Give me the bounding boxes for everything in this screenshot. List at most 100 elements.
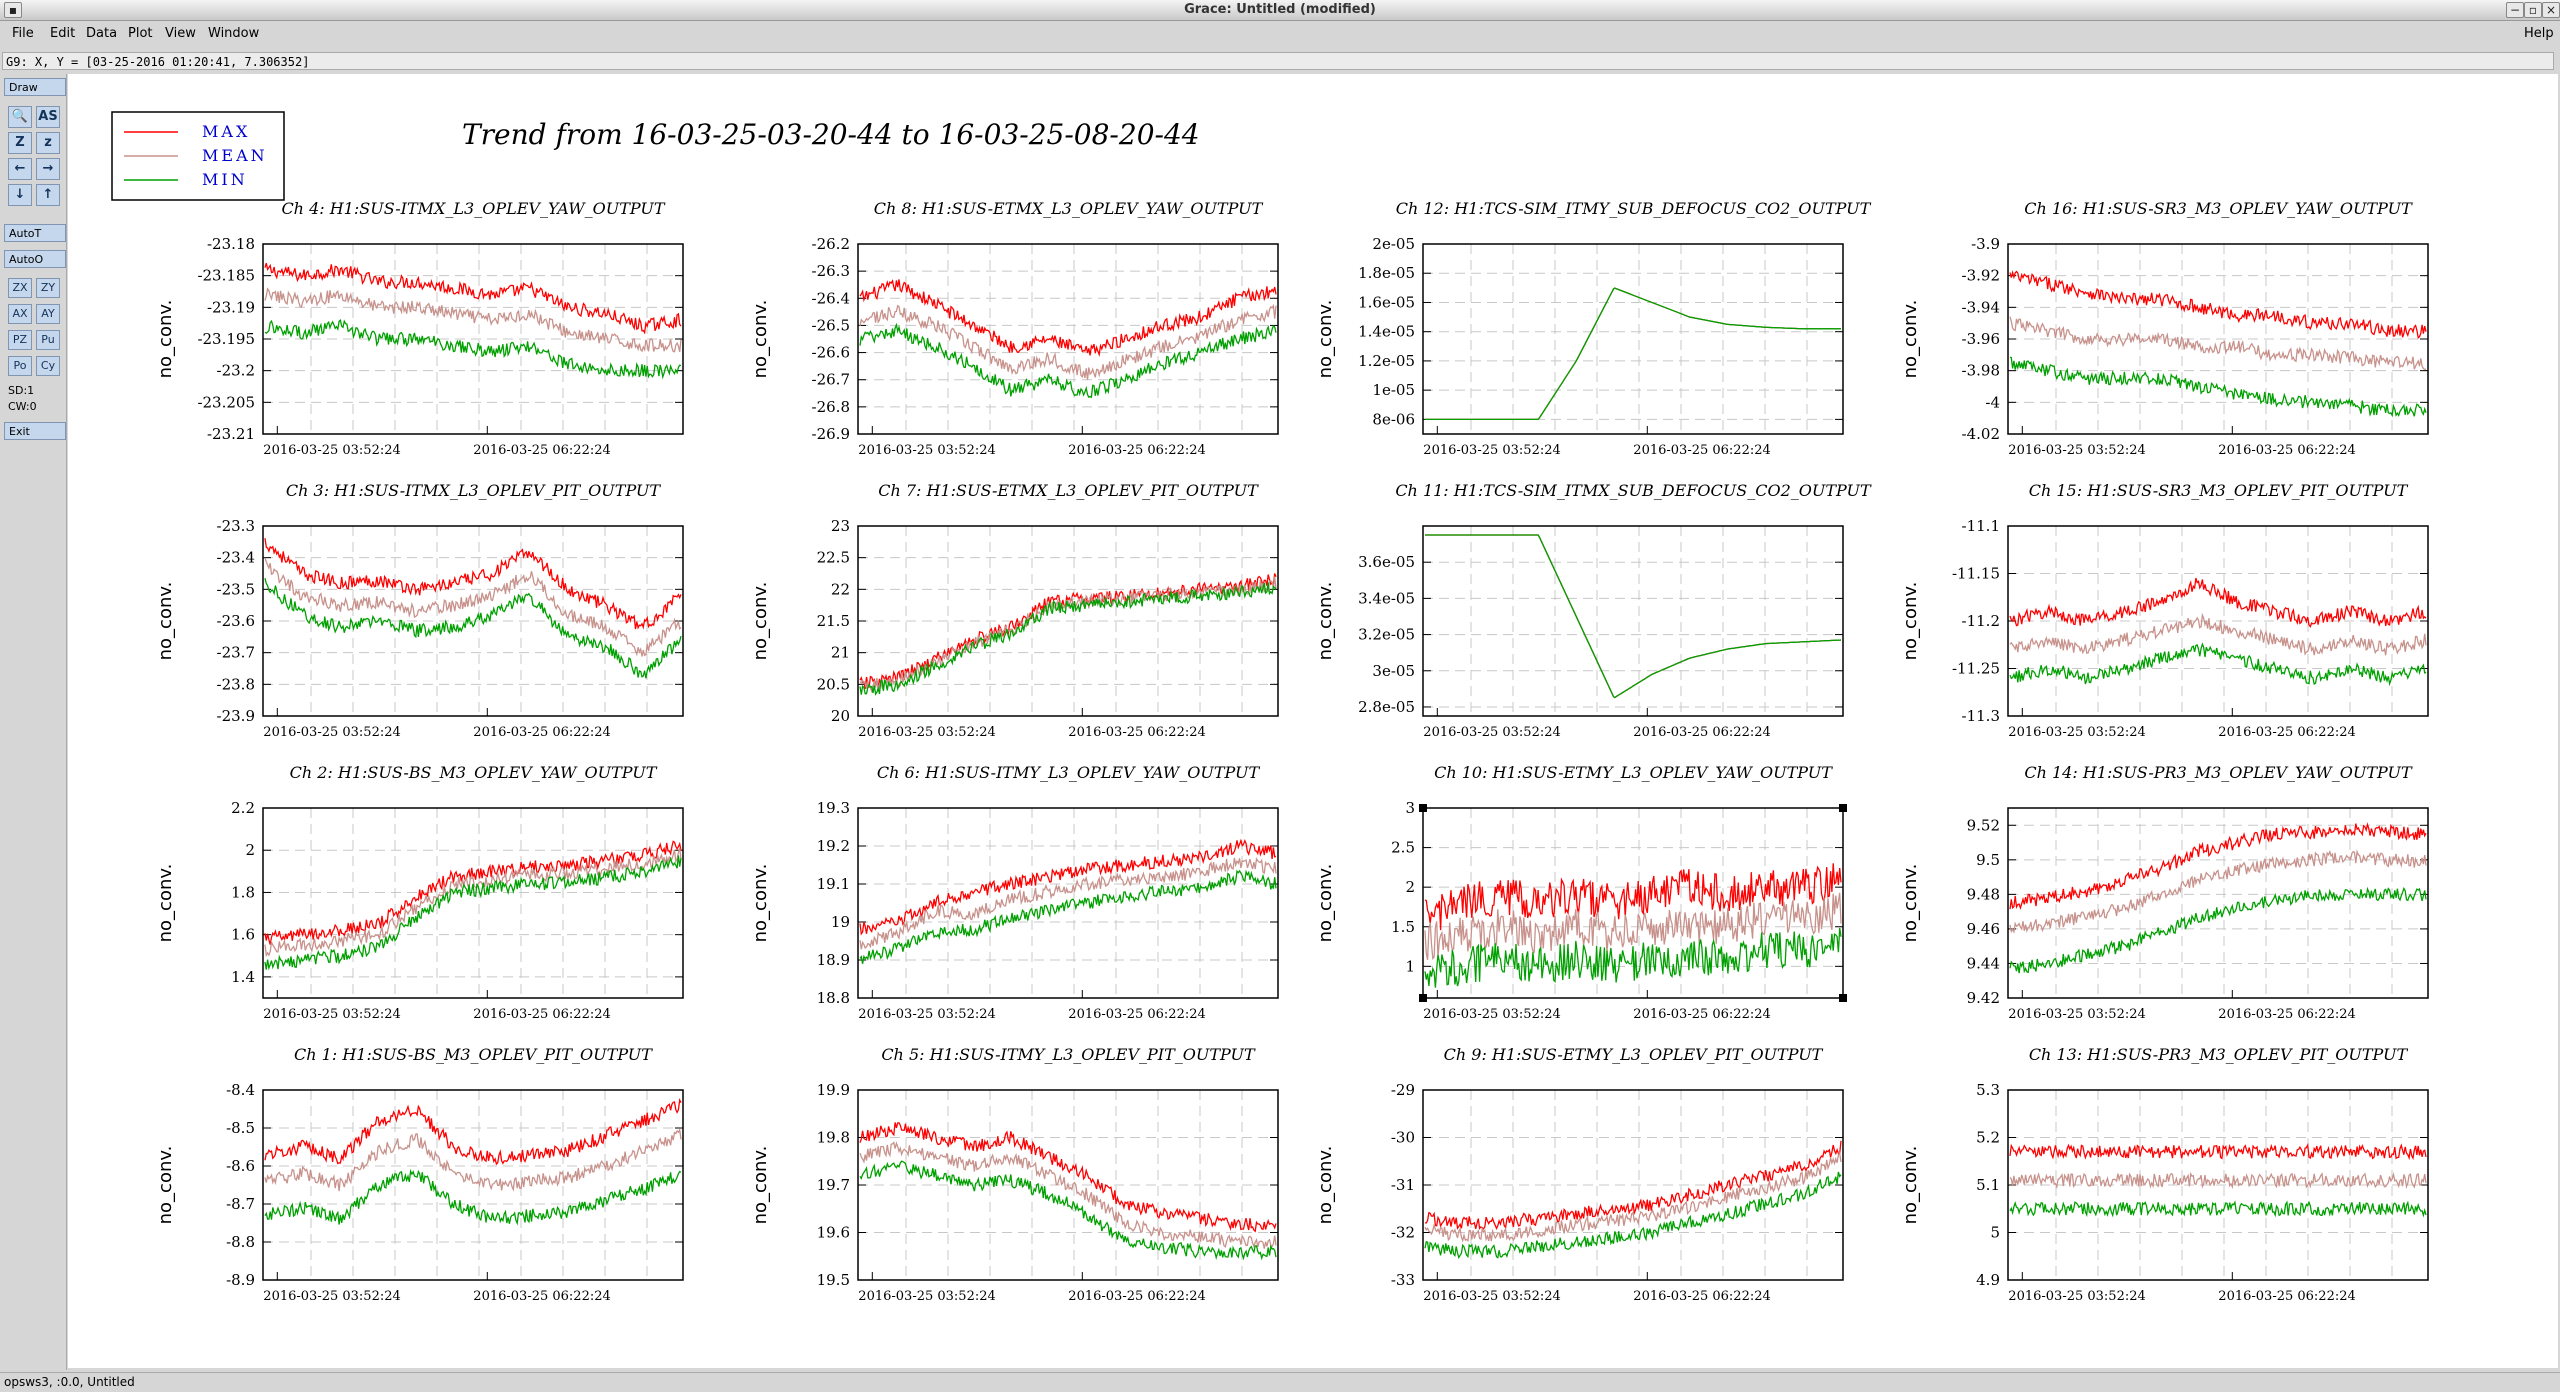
x-tick-label: 2016-03-25 06:22:24 <box>1068 443 1205 458</box>
series-line <box>2009 356 2427 418</box>
series-line <box>2009 1142 2427 1161</box>
y-tick-label: 3 <box>1405 799 1415 817</box>
selection-handle[interactable] <box>1419 994 1427 1002</box>
y-tick-label: -23.185 <box>197 267 255 285</box>
y-tick-label: 19.2 <box>817 837 850 855</box>
chart-panel[interactable]: 2.2 2 1.8 1.6 1.4 2016-03-25 03:52:24 2016-03-… <box>155 763 684 1022</box>
series-line <box>1424 1140 1842 1230</box>
plot-frame <box>2007 525 2429 717</box>
y-tick-label: 5.3 <box>1976 1081 2000 1099</box>
chart-panel[interactable]: 19.9 19.8 19.7 19.6 19.5 2016-03-25 03:52:24 2… <box>750 1045 1279 1304</box>
ay-button[interactable]: AY <box>36 304 60 324</box>
pu-button[interactable]: Pu <box>36 330 60 350</box>
chart-panel[interactable]: -29 -30 -31 -32 -33 2016-03-25 03:52:24 2016-0… <box>1315 1045 1844 1304</box>
y-tick-label: -26.2 <box>812 235 850 253</box>
y-tick-label: -8.8 <box>226 1233 255 1251</box>
y-tick-label: -23.4 <box>217 549 255 567</box>
window-menu-icon[interactable]: ▪ <box>4 2 22 18</box>
chart-panel[interactable]: -23.3 -23.4 -23.5 -23.6 -23.7 -23.8 -23.9 2016-… <box>155 481 684 740</box>
y-tick-label: 1.5 <box>1391 918 1415 936</box>
series-line <box>264 557 682 657</box>
autoscale-icon[interactable]: AS <box>36 106 60 128</box>
scroll-up-icon[interactable]: ↑ <box>36 184 60 206</box>
y-tick-label: -23.205 <box>197 393 255 411</box>
y-tick-label: -26.5 <box>812 316 850 334</box>
chart-panel[interactable]: 5.3 5.2 5.1 5 4.9 2016-03-25 03:52:24 2016-03-… <box>1900 1045 2429 1304</box>
chart-title: Ch 16: H1:SUS-SR3_M3_OPLEV_YAW_OUTPUT <box>2024 199 2413 218</box>
y-tick-label: -3.96 <box>1962 330 2000 348</box>
menu-edit[interactable]: Edit <box>50 26 76 41</box>
zy-button[interactable]: ZY <box>36 278 60 298</box>
chart-panel[interactable]: 9.52 9.5 9.48 9.46 9.44 9.42 2016-03-25 03:52:… <box>1900 763 2429 1022</box>
series-line <box>1424 927 1842 988</box>
selection-handle[interactable] <box>1419 804 1427 812</box>
y-tick-label: -26.9 <box>812 425 850 443</box>
cy-button[interactable]: Cy <box>36 356 60 376</box>
series-line <box>2009 612 2427 656</box>
y-axis-label: no_conv. <box>750 582 771 661</box>
chart-panel[interactable]: 2e-05 1.8e-05 1.6e-05 1.4e-05 1.2e-05 1e-05 8e… <box>1315 199 1872 458</box>
zoom-icon[interactable]: 🔍 <box>8 106 32 128</box>
series-line <box>2009 849 2427 934</box>
selection-handle[interactable] <box>1839 804 1847 812</box>
zx-button[interactable]: ZX <box>8 278 32 298</box>
draw-button[interactable]: Draw <box>4 78 66 96</box>
chart-panel[interactable]: 19.3 19.2 19.1 19 18.9 18.8 2016-03-25 03:52:2… <box>750 763 1279 1022</box>
chart-panel[interactable]: -26.2 -26.3 -26.4 -26.5 -26.6 -26.7 -26.8 -26.9… <box>750 199 1279 458</box>
exit-button[interactable]: Exit <box>4 422 66 440</box>
close-icon[interactable]: × <box>2542 2 2560 18</box>
maximize-icon[interactable]: ▫ <box>2524 2 2542 18</box>
y-axis-label: no_conv. <box>750 1146 771 1225</box>
y-axis-label: no_conv. <box>1315 582 1336 661</box>
y-axis-label: no_conv. <box>1900 864 1921 943</box>
y-tick-label: 3.6e-05 <box>1358 553 1415 571</box>
series-line <box>1425 287 1841 421</box>
plot-frame <box>262 243 684 435</box>
x-tick-label: 2016-03-25 06:22:24 <box>473 443 610 458</box>
x-tick-label: 2016-03-25 03:52:24 <box>858 1289 995 1304</box>
plot-canvas[interactable]: MAX MEAN MIN Trend from 16-03-25-03-20-44 t… <box>68 74 2558 1368</box>
ax-button[interactable]: AX <box>8 304 32 324</box>
menu-plot[interactable]: Plot <box>128 26 153 41</box>
zoom-out-icon[interactable]: z <box>36 132 60 154</box>
y-tick-label: -23.3 <box>217 517 255 535</box>
chart-panel[interactable]: -8.4 -8.5 -8.6 -8.7 -8.8 -8.9 2016-03-25 03:52… <box>155 1045 684 1304</box>
chart-panel[interactable]: -11.1 -11.15 -11.2 -11.25 -11.3 2016-03-25 03… <box>1900 481 2429 740</box>
scroll-down-icon[interactable]: ↓ <box>8 184 32 206</box>
autoo-button[interactable]: AutoO <box>4 250 66 268</box>
y-tick-label: 22.5 <box>817 549 850 567</box>
scroll-left-icon[interactable]: ← <box>8 158 32 180</box>
chart-panel[interactable]: -23.18 -23.185 -23.19 -23.195 -23.2 -23.205 -2… <box>155 199 684 458</box>
chart-title: Ch 3: H1:SUS-ITMX_L3_OPLEV_PIT_OUTPUT <box>286 481 662 500</box>
menu-window[interactable]: Window <box>208 26 260 41</box>
pz-button[interactable]: PZ <box>8 330 32 350</box>
series-line <box>859 576 1277 694</box>
chart-panel[interactable]: 3.6e-05 3.4e-05 3.2e-05 3e-05 2.8e-05 2016-03… <box>1315 481 1872 740</box>
x-tick-label: 2016-03-25 06:22:24 <box>2218 725 2355 740</box>
chart-title: Ch 8: H1:SUS-ETMX_L3_OPLEV_YAW_OUTPUT <box>874 199 1264 218</box>
minimize-icon[interactable]: − <box>2506 2 2524 18</box>
chart-panel[interactable]: 23 22.5 22 21.5 21 20.5 20 2016-03-25 03:52:24 2… <box>750 481 1279 740</box>
x-tick-label: 2016-03-25 03:52:24 <box>2008 1007 2145 1022</box>
y-axis-label: no_conv. <box>1900 582 1921 661</box>
series-line <box>264 318 682 380</box>
y-tick-label: -3.98 <box>1962 362 2000 380</box>
y-tick-label: -11.25 <box>1952 660 2000 678</box>
menu-data[interactable]: Data <box>86 26 118 41</box>
menu-file[interactable]: File <box>12 26 34 41</box>
scroll-right-icon[interactable]: → <box>36 158 60 180</box>
menu-view[interactable]: View <box>165 26 196 41</box>
y-tick-label: 1 <box>1405 957 1415 975</box>
chart-panel[interactable]: 3 2.5 2 1.5 1 2016-03-25 03:52:24 2016-03-25 0… <box>1315 763 1847 1022</box>
zoom-in-icon[interactable]: Z <box>8 132 32 154</box>
menu-help[interactable]: Help <box>2524 26 2554 41</box>
po-button[interactable]: Po <box>8 356 32 376</box>
selection-handle[interactable] <box>1839 994 1847 1002</box>
y-tick-label: -3.94 <box>1962 298 2000 316</box>
x-tick-label: 2016-03-25 03:52:24 <box>263 1289 400 1304</box>
chart-panel[interactable]: -3.9 -3.92 -3.94 -3.96 -3.98 -4 -4.02 2016-03-2… <box>1900 199 2429 458</box>
graph-area[interactable]: MAX MEAN MIN Trend from 16-03-25-03-20-44 t… <box>68 74 2558 1368</box>
plot-frame <box>1422 1089 1844 1281</box>
autot-button[interactable]: AutoT <box>4 224 66 242</box>
series-line <box>264 1127 682 1192</box>
